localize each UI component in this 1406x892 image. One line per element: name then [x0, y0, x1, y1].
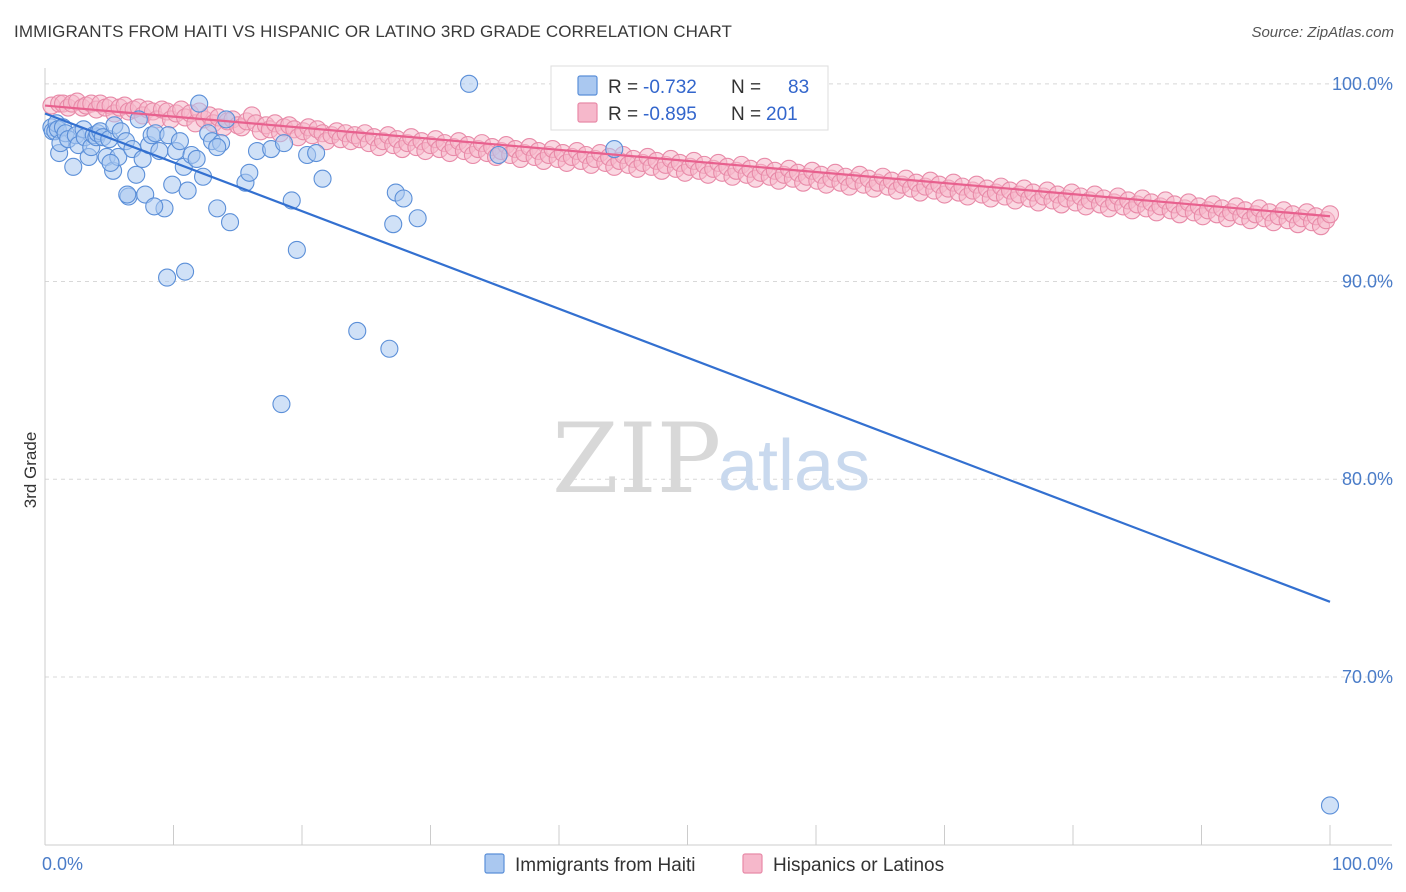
haiti-point [1320, 796, 1340, 815]
stats-legend-haiti-n-value: 83 [788, 77, 809, 98]
haiti-point [274, 134, 294, 153]
haiti-point [489, 145, 508, 165]
haiti-point [307, 143, 326, 163]
watermark-zip: ZIP [552, 403, 721, 515]
x-tick-label: 0.0% [42, 854, 83, 874]
haiti-point [187, 149, 206, 168]
haiti-point [220, 213, 240, 232]
x-tick-label: 100.0% [1332, 854, 1393, 874]
stats-legend-haiti-swatch [577, 75, 598, 96]
watermark-atlas: atlas [718, 426, 870, 506]
haiti-point [394, 189, 413, 208]
haiti-point [101, 153, 120, 172]
bottom-legend: Immigrants from Haiti Hispanics or Latin… [484, 853, 944, 876]
y-tick-label: 80.0% [1342, 469, 1393, 489]
legend-haiti-swatch [484, 853, 505, 874]
haiti-point [459, 74, 479, 93]
haiti-point [384, 215, 403, 234]
haiti-point [127, 165, 146, 184]
trend-lines [44, 104, 1331, 603]
stats-legend-hispanic-n-label: N = [731, 104, 761, 125]
tick-labels: 70.0% 80.0% 90.0% 100.0% 0.0% 100.0% [42, 74, 1393, 874]
haiti-trend-line [44, 112, 1331, 603]
hispanic-point [1320, 205, 1340, 224]
haiti-point [163, 175, 182, 194]
haiti-point [176, 262, 195, 281]
haiti-point [178, 181, 197, 200]
haiti-point [208, 138, 227, 157]
haiti-point [170, 132, 189, 151]
haiti-point [129, 110, 148, 129]
stats-legend-hispanic-r-label: R = [608, 104, 638, 125]
chart-source: Source: ZipAtlas.com [1251, 24, 1394, 41]
axes [44, 68, 1392, 846]
haiti-point [348, 321, 367, 341]
haiti-point [313, 169, 332, 188]
y-tick-label: 100.0% [1332, 74, 1393, 94]
haiti-point [158, 268, 177, 287]
hispanic-trend-line [44, 104, 1331, 218]
haiti-point [64, 157, 83, 176]
stats-legend-haiti-r-value: -0.732 [643, 77, 697, 98]
stats-legend-hispanic-swatch [577, 102, 598, 123]
y-axis-title: 3rd Grade [21, 432, 40, 509]
haiti-point [145, 197, 164, 216]
series-haiti-points [42, 74, 1340, 815]
watermark: ZIP atlas [552, 403, 870, 515]
legend-hispanic-swatch [742, 853, 763, 874]
chart-title: IMMIGRANTS FROM HAITI VS HISPANIC OR LAT… [14, 22, 733, 41]
y-tick-label: 70.0% [1342, 667, 1393, 687]
legend-hispanic-label: Hispanics or Latinos [773, 855, 944, 876]
stats-legend-hispanic-r-value: -0.895 [643, 104, 697, 125]
haiti-point [408, 209, 427, 228]
haiti-point [208, 199, 227, 218]
haiti-point [240, 163, 259, 182]
stats-legend: R = -0.732 N = 83 R = -0.895 N = 201 [550, 65, 829, 131]
stats-legend-hispanic-n-value: 201 [766, 104, 798, 125]
haiti-point [287, 240, 306, 259]
haiti-point [380, 339, 399, 358]
y-tick-label: 90.0% [1342, 272, 1393, 292]
legend-haiti-label: Immigrants from Haiti [515, 855, 696, 876]
stats-legend-haiti-r-label: R = [608, 77, 638, 98]
grid-lines [45, 83, 1392, 678]
haiti-point [217, 110, 236, 129]
haiti-point [272, 395, 291, 414]
stats-legend-haiti-n-label: N = [731, 77, 761, 98]
haiti-point [190, 94, 209, 113]
haiti-point [118, 185, 137, 204]
